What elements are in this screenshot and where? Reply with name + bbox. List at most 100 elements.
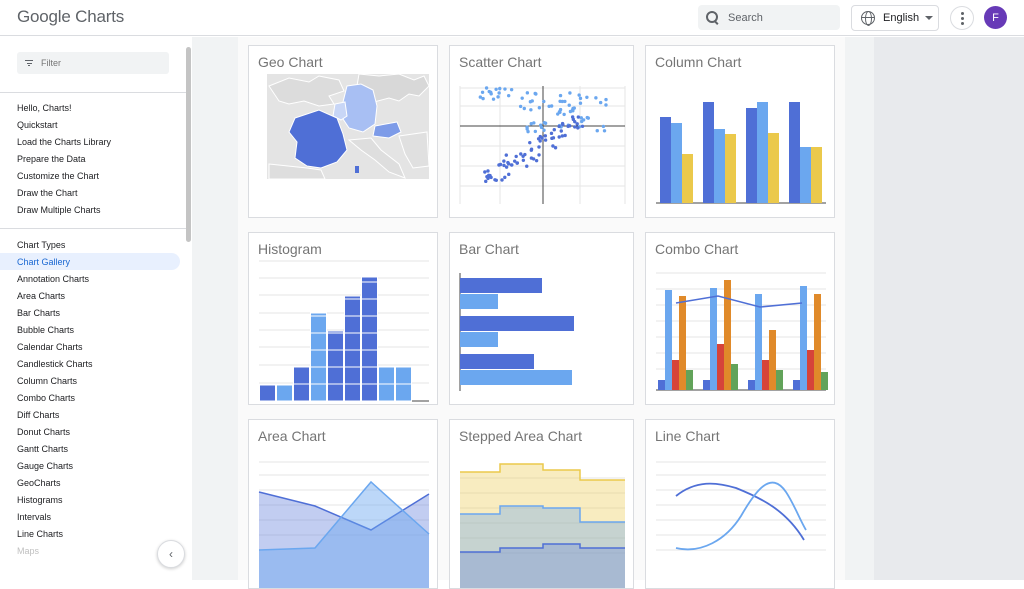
card-line-chart[interactable]: Line Chart <box>645 419 835 589</box>
nav-item-draw-multiple-charts[interactable]: Draw Multiple Charts <box>17 205 101 215</box>
nav-item-diff-charts[interactable]: Diff Charts <box>17 410 60 420</box>
nav-item-bubble-charts[interactable]: Bubble Charts <box>17 325 75 335</box>
card-geo-chart[interactable]: Geo Chart <box>248 45 438 218</box>
nav-item-column-charts[interactable]: Column Charts <box>17 376 78 386</box>
scatter-point <box>529 147 534 151</box>
card-histogram[interactable]: Histogram <box>248 232 438 405</box>
scatter-point <box>528 140 532 145</box>
map-region-balkans <box>398 131 430 169</box>
scatter-point <box>579 116 583 120</box>
column-bar <box>660 117 671 203</box>
card-area-chart[interactable]: Area Chart <box>248 419 438 589</box>
card-title: Stepped Area Chart <box>459 428 582 444</box>
scatter-point <box>526 129 530 134</box>
histogram-bin <box>310 349 327 368</box>
scatter-point <box>529 156 534 160</box>
column-bar <box>811 147 822 203</box>
scatter-point <box>533 91 537 96</box>
collapse-sidebar-button[interactable]: ‹ <box>157 540 185 568</box>
scatter-point <box>604 97 608 102</box>
scatter-point <box>509 87 514 92</box>
nav-item-intervals[interactable]: Intervals <box>17 512 52 522</box>
nav-item-candlestick-charts[interactable]: Candlestick Charts <box>17 359 93 369</box>
scatter-point <box>507 172 511 177</box>
nav-item-area-charts[interactable]: Area Charts <box>17 291 66 301</box>
nav-item-maps[interactable]: Maps <box>17 546 40 556</box>
combo-bar <box>821 372 828 390</box>
histogram-bin <box>361 315 378 334</box>
nav-active-highlight <box>0 253 180 270</box>
scatter-point <box>532 121 536 125</box>
language-selector[interactable]: English <box>851 5 939 31</box>
nav-item-load-the-charts-library[interactable]: Load the Charts Library <box>17 137 112 147</box>
logo-google-text: Google <box>17 7 71 26</box>
histogram-bin <box>361 276 378 283</box>
sidebar-scrollbar[interactable] <box>186 47 191 242</box>
area-series-2 <box>259 482 429 588</box>
account-avatar[interactable]: F <box>984 6 1007 29</box>
nav-item-draw-the-chart[interactable]: Draw the Chart <box>17 188 78 198</box>
area-gridlines <box>259 461 429 536</box>
nav-item-gauge-charts[interactable]: Gauge Charts <box>17 461 74 471</box>
scatter-point <box>523 152 527 157</box>
scatter-point <box>497 91 501 95</box>
stepped-gridlines <box>460 477 625 554</box>
line-series-2 <box>675 481 807 551</box>
stepped-series-blue-dark-line <box>460 543 625 553</box>
nav-item-quickstart[interactable]: Quickstart <box>17 120 58 130</box>
nav-item-geocharts[interactable]: GeoCharts <box>17 478 61 488</box>
more-options-button[interactable] <box>950 6 974 30</box>
card-title: Histogram <box>258 241 322 257</box>
nav-item-annotation-charts[interactable]: Annotation Charts <box>17 274 90 284</box>
scatter-point <box>578 101 583 105</box>
nav-item-prepare-the-data[interactable]: Prepare the Data <box>17 154 86 164</box>
histogram-bin <box>344 366 361 385</box>
combo-bar <box>769 330 776 390</box>
combo-bar <box>679 296 686 390</box>
combo-bar <box>710 288 717 390</box>
google-charts-logo[interactable]: Google Charts <box>17 7 124 27</box>
filter-input[interactable] <box>41 58 151 68</box>
card-title: Scatter Chart <box>459 54 542 70</box>
scatter-point <box>522 106 526 111</box>
nav-item-bar-charts[interactable]: Bar Charts <box>17 308 61 318</box>
nav-item-hello-charts[interactable]: Hello, Charts! <box>17 103 72 113</box>
scatter-point <box>549 131 554 136</box>
scatter-point <box>478 95 483 99</box>
nav-item-donut-charts[interactable]: Donut Charts <box>17 427 71 437</box>
scatter-point <box>602 129 607 133</box>
histogram-bin <box>378 383 395 402</box>
card-column-chart[interactable]: Column Chart <box>645 45 835 218</box>
nav-item-chart-gallery[interactable]: Chart Gallery <box>17 257 71 267</box>
scatter-point <box>543 134 548 138</box>
nav-item-gantt-charts[interactable]: Gantt Charts <box>17 444 69 454</box>
card-bar-chart[interactable]: Bar Chart <box>449 232 634 405</box>
nav-item-histograms[interactable]: Histograms <box>17 495 63 505</box>
histogram-thumbnail <box>259 260 429 402</box>
histogram-bin <box>395 365 412 368</box>
scatter-point <box>512 159 517 163</box>
combo-bar <box>800 286 807 390</box>
card-combo-chart[interactable]: Combo Chart <box>645 232 835 405</box>
scatter-point <box>585 95 589 99</box>
scatter-point <box>538 123 543 127</box>
search-box[interactable]: Search <box>698 5 840 30</box>
scatter-point <box>560 99 565 104</box>
nav-item-customize-the-chart[interactable]: Customize the Chart <box>17 171 100 181</box>
card-scatter-chart[interactable]: Scatter Chart <box>449 45 634 218</box>
nav-item-calendar-charts[interactable]: Calendar Charts <box>17 342 83 352</box>
nav-item-line-charts[interactable]: Line Charts <box>17 529 64 539</box>
dot-icon <box>960 11 964 15</box>
combo-bar <box>724 280 731 390</box>
area-series-1-line <box>258 491 430 531</box>
line-gridlines <box>656 461 826 551</box>
map-region-austria <box>372 121 402 139</box>
scatter-point <box>538 139 542 143</box>
column-bar <box>789 102 800 203</box>
combo-bar <box>703 380 710 390</box>
filter-box[interactable] <box>17 52 169 74</box>
card-stepped-area-chart[interactable]: Stepped Area Chart <box>449 419 634 589</box>
caret-down-icon <box>925 16 934 20</box>
nav-item-combo-charts[interactable]: Combo Charts <box>17 393 76 403</box>
scatter-point <box>530 99 534 103</box>
